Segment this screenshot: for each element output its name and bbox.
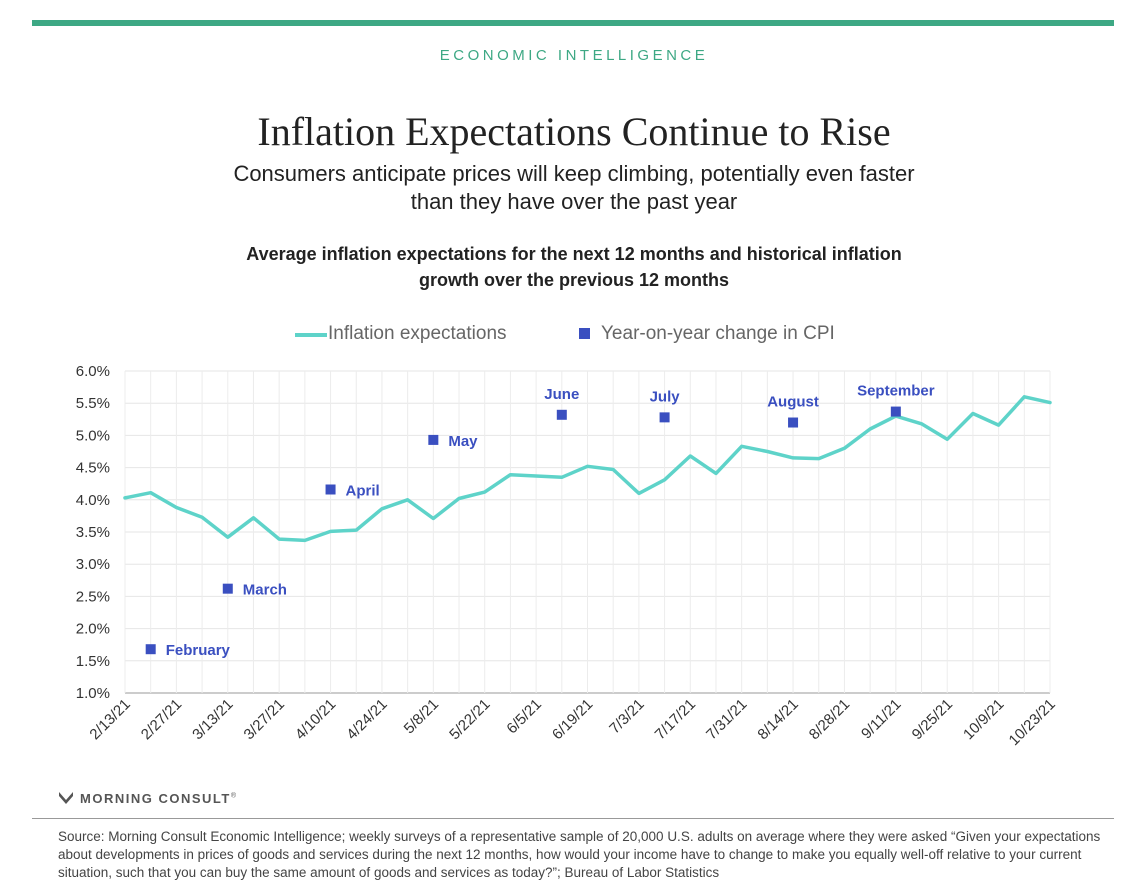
x-tick-label: 7/31/21 [703, 696, 750, 743]
chart-legend: Inflation expectations Year-on-year chan… [0, 322, 1148, 346]
y-tick-label: 3.0% [76, 556, 110, 573]
y-tick-label: 2.5% [76, 588, 110, 605]
top-accent-bar [32, 20, 1114, 26]
y-tick-label: 3.5% [76, 524, 110, 541]
cpi-marker [556, 409, 567, 420]
x-tick-label: 8/14/21 [754, 696, 801, 743]
cpi-marker [222, 583, 233, 594]
x-tick-label: 3/27/21 [241, 696, 288, 743]
cpi-marker [659, 412, 670, 423]
y-tick-label: 5.0% [76, 427, 110, 444]
x-tick-label: 10/23/21 [1006, 696, 1059, 749]
x-tick-label: 8/28/21 [806, 696, 853, 743]
brand-name-text: MORNING CONSULT [80, 791, 231, 806]
y-tick-label: 4.5% [76, 460, 110, 477]
y-tick-label: 2.0% [76, 621, 110, 638]
cpi-data-label: August [767, 394, 819, 411]
brand-name: MORNING CONSULT® [80, 791, 237, 806]
x-tick-label: 7/17/21 [652, 696, 699, 743]
x-tick-label: 5/8/21 [401, 696, 443, 738]
inflation-line-chart: 1.0% 1.5% 2.0% 2.5% 3.0% 3.5% 4.0% 4.5% 5.0% 5.5%… [76, 363, 1059, 749]
x-tick-label: 6/19/21 [549, 696, 596, 743]
cpi-data-label: March [243, 582, 287, 599]
x-tick-label: 2/27/21 [138, 696, 185, 743]
y-tick-label: 6.0% [76, 363, 110, 380]
cpi-data-label: April [346, 482, 380, 499]
x-tick-label: 10/9/21 [960, 696, 1007, 743]
cpi-data-label: July [650, 388, 681, 405]
cpi-marker [788, 417, 799, 428]
morning-consult-logo-icon [59, 792, 73, 804]
page-subtitle: Consumers anticipate prices will keep cl… [233, 161, 915, 214]
y-tick-label: 5.5% [76, 395, 110, 412]
legend-marker-swatch [579, 328, 590, 339]
footer-divider [32, 818, 1114, 819]
legend-line-swatch [295, 333, 327, 337]
y-tick-label: 4.0% [76, 492, 110, 509]
x-tick-label: 4/24/21 [343, 696, 390, 743]
x-tick-label: 6/5/21 [503, 696, 545, 738]
x-tick-label: 9/25/21 [909, 696, 956, 743]
cpi-data-label: May [448, 433, 478, 450]
y-tick-label: 1.5% [76, 653, 110, 670]
x-tick-label: 9/11/21 [858, 696, 905, 743]
cpi-marker [145, 644, 156, 655]
x-tick-label: 3/13/21 [189, 696, 236, 743]
section-kicker: ECONOMIC INTELLIGENCE [439, 47, 709, 64]
x-tick-label: 2/13/21 [86, 696, 133, 743]
legend-label-expectations: Inflation expectations [328, 323, 507, 344]
y-tick-label: 1.0% [76, 685, 110, 702]
x-tick-label: 7/3/21 [606, 696, 648, 738]
source-note: Source: Morning Consult Economic Intelli… [58, 829, 1101, 880]
cpi-marker [325, 484, 336, 495]
cpi-marker [890, 406, 901, 417]
brand-registered-mark: ® [230, 792, 238, 800]
x-tick-label: 5/22/21 [446, 696, 493, 743]
cpi-data-label: September [857, 383, 935, 400]
page-title: Inflation Expectations Continue to Rise [257, 109, 891, 154]
cpi-data-label: June [544, 386, 579, 403]
legend-label-cpi: Year-on-year change in CPI [601, 323, 835, 344]
cpi-marker [428, 434, 439, 445]
x-tick-label: 4/10/21 [292, 696, 339, 743]
chart-title: Average inflation expectations for the n… [246, 244, 902, 290]
cpi-data-label: February [166, 642, 231, 659]
